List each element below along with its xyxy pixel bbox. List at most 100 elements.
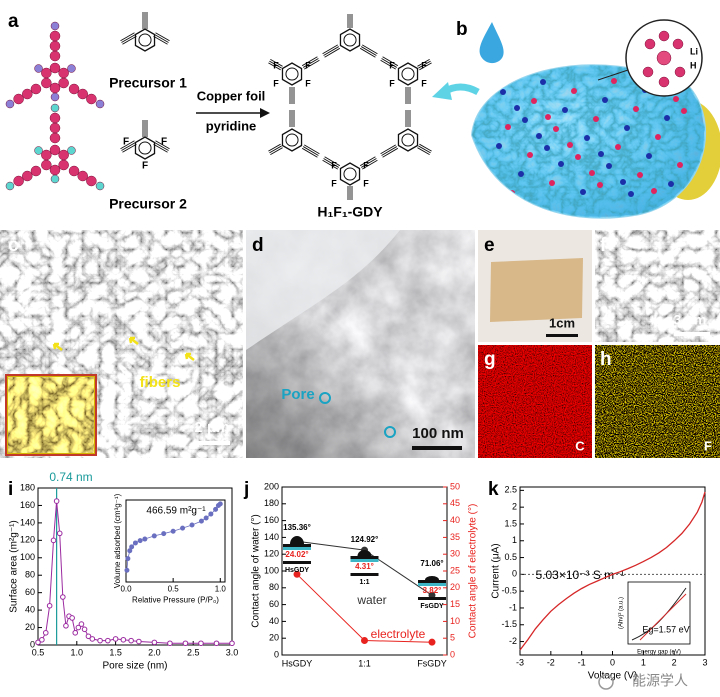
data-point xyxy=(129,544,135,550)
y-tick-label: 180 xyxy=(264,498,279,508)
data-point xyxy=(112,636,119,642)
data-point xyxy=(39,636,45,643)
bond xyxy=(417,147,430,155)
bond xyxy=(301,147,318,158)
y-tick-label: 0 xyxy=(512,569,517,579)
atom-ball xyxy=(50,92,60,102)
data-point xyxy=(198,518,204,524)
atom-label: F xyxy=(331,178,337,188)
data-point xyxy=(127,548,133,554)
panel-label: c xyxy=(8,235,19,256)
y-tick-label: 120 xyxy=(20,535,35,545)
atom-ball xyxy=(49,132,61,144)
atom-ball xyxy=(68,83,80,95)
atom-label: F xyxy=(273,78,279,88)
watermark: 能源学人 xyxy=(632,673,688,689)
bond xyxy=(153,35,168,45)
x-tick-label: -2 xyxy=(547,657,555,667)
data-point xyxy=(203,515,209,521)
x-tick-label: 3.0 xyxy=(226,647,239,657)
value-label: 24.02° xyxy=(285,550,308,559)
y-tick-label: -1.5 xyxy=(501,619,517,629)
ion-red xyxy=(681,108,687,114)
bond xyxy=(270,147,283,155)
data-point xyxy=(198,640,204,647)
ion-blue xyxy=(514,105,520,111)
bond xyxy=(268,62,281,71)
bond xyxy=(303,144,320,155)
data-point xyxy=(105,637,111,644)
bond xyxy=(382,147,399,158)
x-axis-label: Pore size (nm) xyxy=(102,660,167,671)
benzene-ring xyxy=(397,62,419,86)
data-point xyxy=(63,623,69,629)
y2-tick-label: 10 xyxy=(450,616,460,626)
ion-blue xyxy=(562,107,568,113)
zoom-line xyxy=(597,69,629,81)
x-tick-label: 1 xyxy=(641,657,646,667)
panel-label: d xyxy=(252,235,264,256)
ion-red xyxy=(571,88,577,94)
x-tick-label: FsGDY xyxy=(417,658,447,668)
substrate-reflection xyxy=(418,583,446,586)
atom-ball xyxy=(58,67,69,79)
bond xyxy=(154,34,169,43)
inset-y-label: (Ahν)² (a.u.) xyxy=(619,597,625,629)
substrate xyxy=(350,573,379,576)
precursor-label: Precursor 2 xyxy=(109,196,187,212)
data-point xyxy=(142,536,148,542)
panel-label: g xyxy=(484,349,496,370)
ion-red xyxy=(567,142,573,148)
ion-red xyxy=(549,180,555,186)
ion-blue xyxy=(606,163,612,169)
droplet xyxy=(290,536,304,544)
y-tick-label: 60 xyxy=(269,599,279,609)
atom-ball xyxy=(50,174,60,184)
atom-ball xyxy=(674,66,686,78)
x-tick-label: 1:1 xyxy=(358,658,371,668)
bond xyxy=(359,156,376,167)
y-axis-label: Current (μA) xyxy=(491,543,502,598)
benzene-ring xyxy=(281,128,303,152)
y-tick-label: 160 xyxy=(20,500,35,510)
atom-ball xyxy=(13,93,24,105)
atom-label: F xyxy=(389,60,395,70)
inset-label: HsGDY xyxy=(285,567,309,574)
ion-blue xyxy=(544,145,550,151)
atom-ball xyxy=(30,83,42,95)
bond xyxy=(120,32,135,42)
aromatic-circle xyxy=(401,133,415,147)
bond xyxy=(323,46,340,56)
scale-bar xyxy=(674,332,710,336)
atom-ball xyxy=(49,144,61,156)
data-point xyxy=(208,511,214,517)
bond xyxy=(322,159,339,170)
bond xyxy=(301,56,318,67)
x-tick-label: 0.5 xyxy=(168,584,180,593)
bond xyxy=(359,47,376,58)
atom-ball xyxy=(86,175,97,187)
data-point xyxy=(56,530,63,537)
ion-blue xyxy=(664,115,670,121)
ion-red xyxy=(593,116,599,122)
x-tick-label: HsGDY xyxy=(282,658,313,668)
ion-blue xyxy=(496,143,502,149)
benzene-ring xyxy=(339,162,361,186)
scale-label: 3 μm xyxy=(674,312,707,328)
atom-ball xyxy=(67,146,76,155)
data-point xyxy=(60,594,66,600)
y-tick-label: 140 xyxy=(20,517,35,527)
atom-ball xyxy=(644,38,656,50)
plot-frame xyxy=(281,486,448,656)
map-label: F xyxy=(704,438,712,453)
panel-label: i xyxy=(8,479,13,500)
droplet xyxy=(425,576,439,580)
inset-label: FsGDY xyxy=(420,603,444,610)
y-tick-label: 180 xyxy=(20,482,35,492)
atom-ball xyxy=(50,103,60,113)
data-point xyxy=(170,528,176,534)
atom-label: F xyxy=(421,60,427,70)
atom-ball xyxy=(58,159,69,171)
scale-label: 2 μm xyxy=(194,419,229,436)
ion-blue xyxy=(500,89,506,95)
